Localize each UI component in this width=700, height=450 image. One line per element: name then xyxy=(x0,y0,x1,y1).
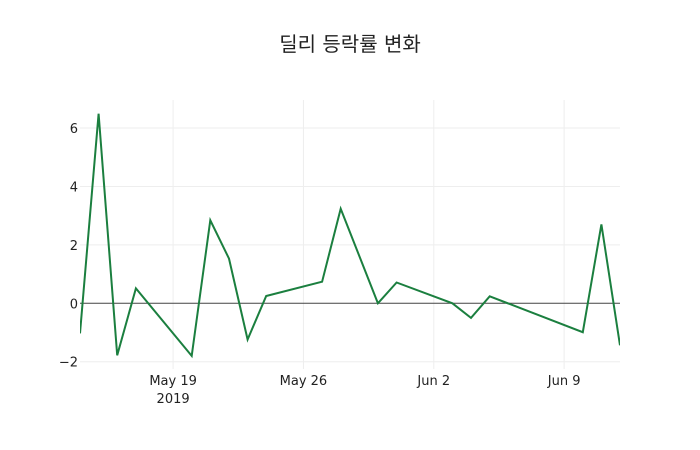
y-tick-label: 0 xyxy=(70,297,78,312)
x-tick-label: Jun 9 xyxy=(547,374,581,389)
y-tick-label: 4 xyxy=(70,180,78,195)
chart-title: 딜리 등락률 변화 xyxy=(279,32,421,56)
plot-series xyxy=(80,113,620,359)
x-tick-label: May 19 xyxy=(149,374,197,389)
y-tick-label: −2 xyxy=(59,356,78,371)
gridlines xyxy=(80,100,620,369)
x-axis: May 19 2019 May 26 Jun 2 Jun 9 xyxy=(149,374,580,407)
x-tick-year-label: 2019 xyxy=(157,392,190,407)
series-line xyxy=(80,113,620,359)
y-tick-label: 6 xyxy=(70,122,78,137)
x-tick-label: May 26 xyxy=(280,374,328,389)
x-tick-label: Jun 2 xyxy=(416,374,450,389)
y-axis: −2 0 2 4 6 xyxy=(59,122,78,371)
y-tick-label: 2 xyxy=(70,239,78,254)
